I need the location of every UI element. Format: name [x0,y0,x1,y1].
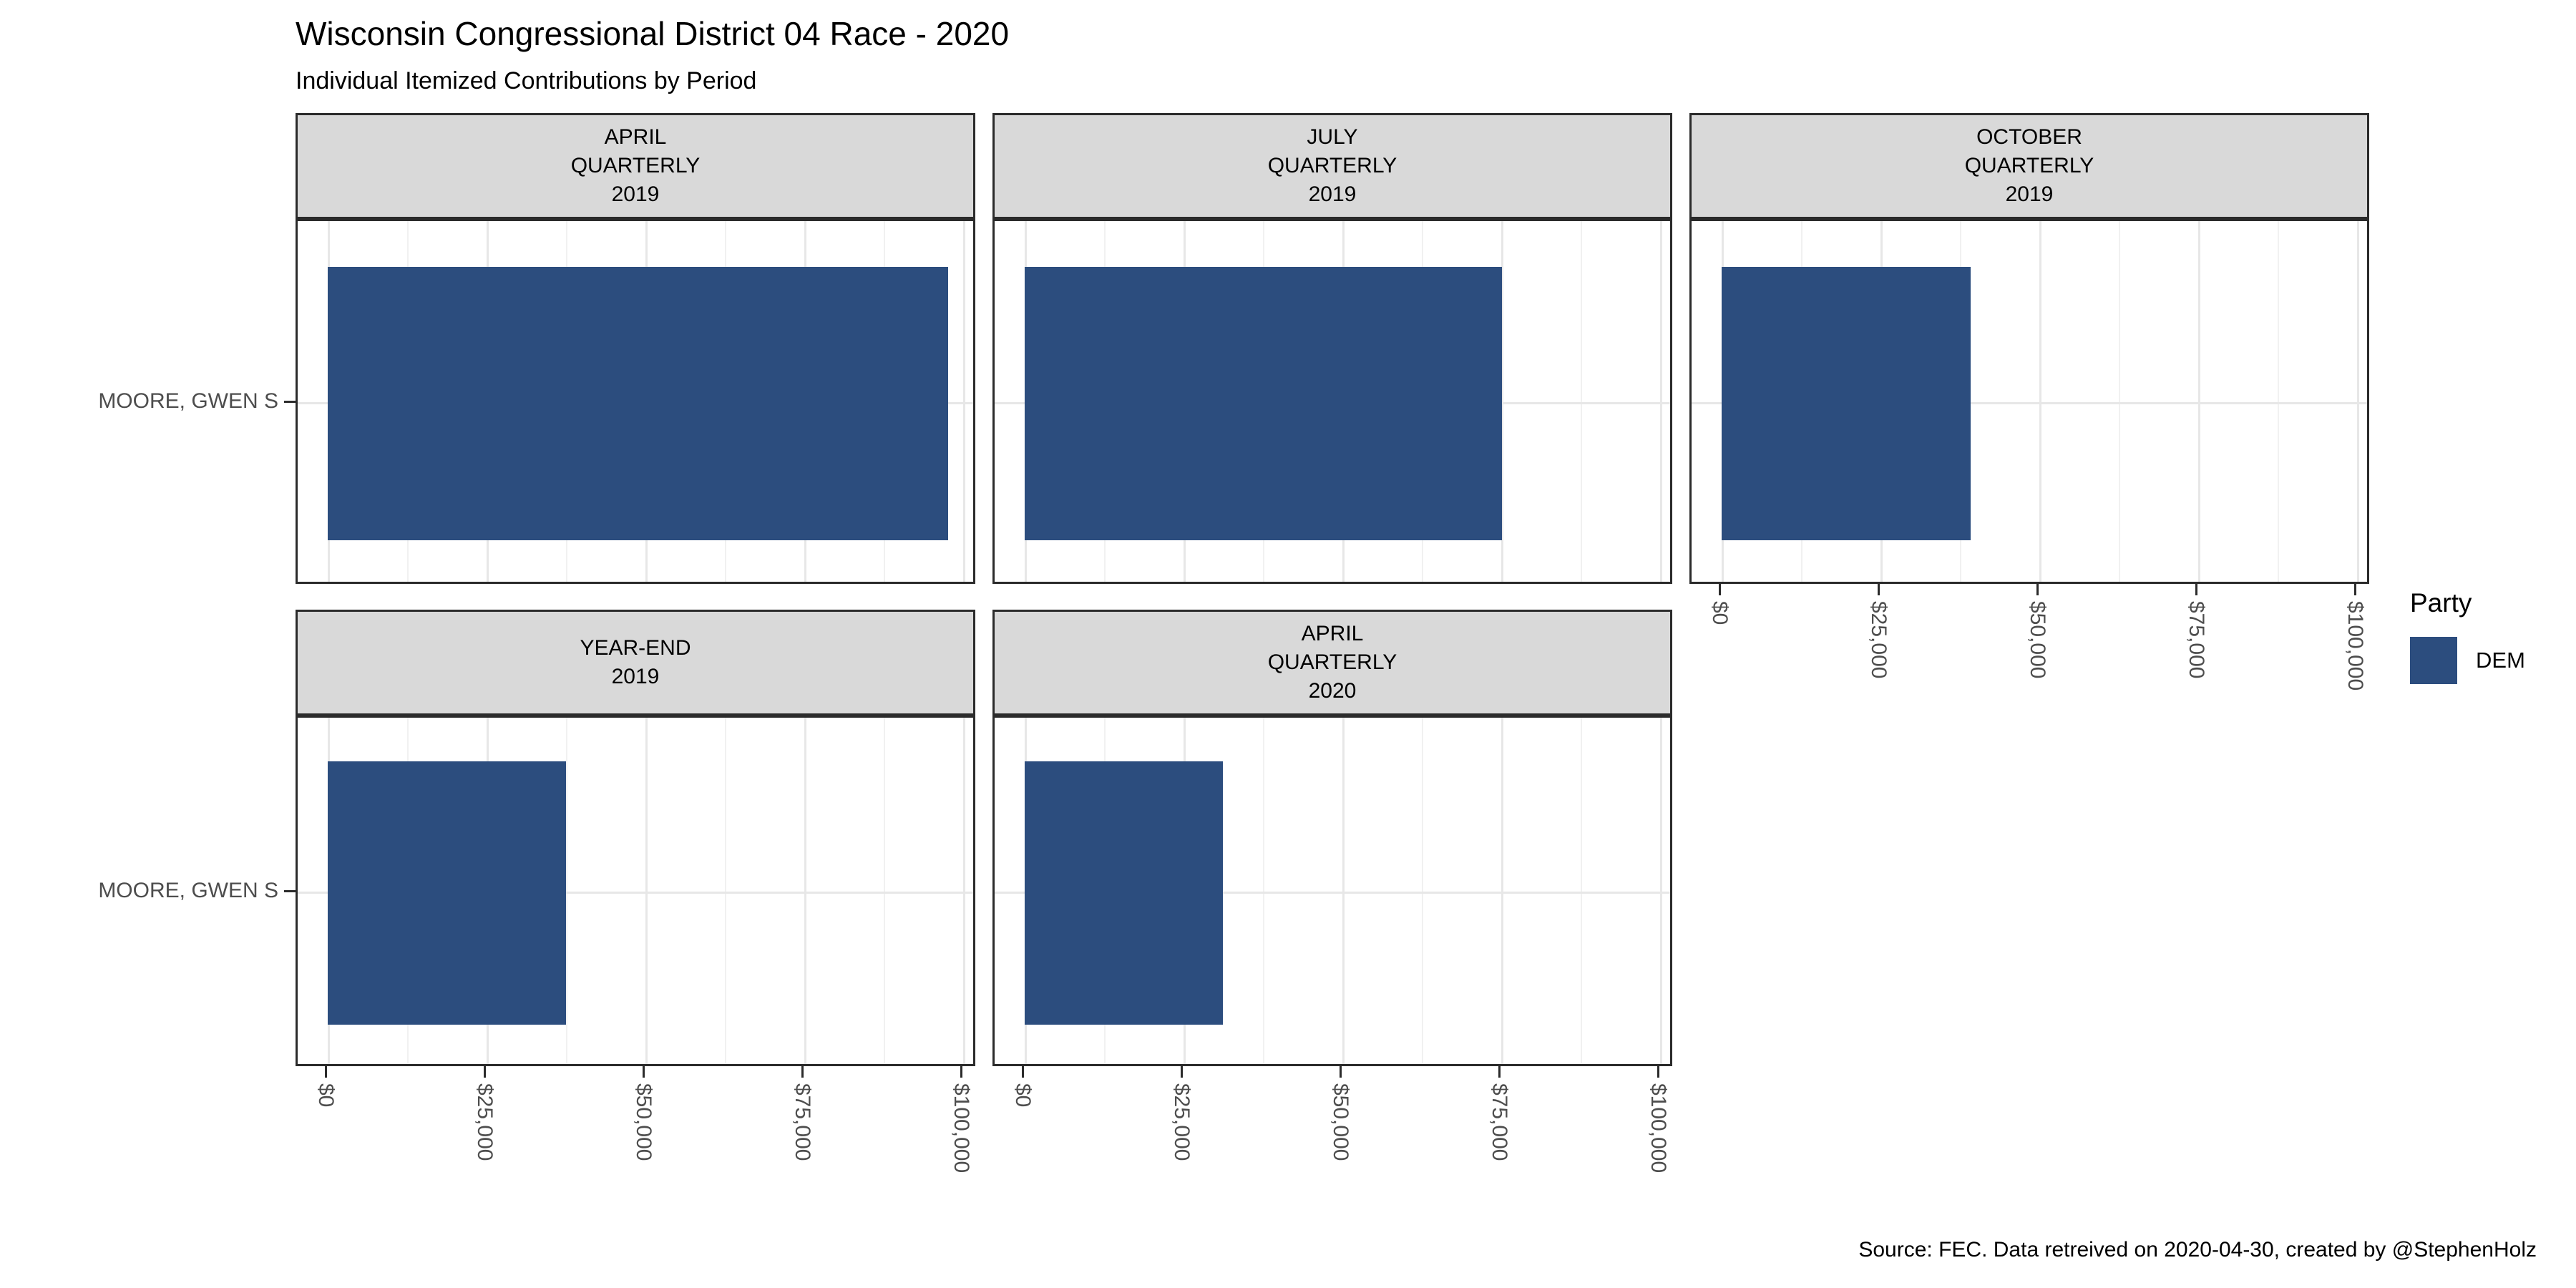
x-axis-tick-label: $100,000 [1646,1083,1670,1174]
x-axis-tick [484,1066,486,1078]
facet-strip-label-line: QUARTERLY [570,154,701,177]
gridline-minor [725,718,726,1064]
gridline-major [963,221,965,582]
gridline-major-horizontal [298,892,973,894]
gridline-major [2357,221,2359,582]
source-caption: Source: FEC. Data retreived on 2020-04-3… [1858,1238,2537,1262]
gridline-major [2198,221,2200,582]
facet-panel [992,219,1672,584]
x-axis-tick-label: $0 [1708,601,1732,625]
y-axis-candidate-label: MOORE, GWEN S [98,879,278,902]
chart-subtitle: Individual Itemized Contributions by Per… [296,67,757,94]
gridline-major [1342,718,1345,1064]
facet-strip: APRIL QUARTERLY 2020 [992,610,1672,716]
facet-panel [296,716,975,1066]
legend-swatch-dem [2410,637,2457,684]
chart-title: Wisconsin Congressional District 04 Race… [296,15,1010,52]
facet-strip: OCTOBER QUARTERLY 2019 [1689,113,2369,219]
x-axis-tick-label: $25,000 [1170,1083,1194,1161]
gridline-major [2039,221,2041,582]
facet-strip-label-line: 2019 [611,665,660,688]
gridline-minor [566,718,567,1064]
x-axis-tick [1181,1066,1183,1078]
facet-strip-label-line: 2019 [611,182,660,206]
legend: Party DEM [2410,588,2525,684]
x-axis-tick-label: $75,000 [1488,1083,1511,1161]
x-axis-tick [1498,1066,1501,1078]
x-axis-tick [801,1066,804,1078]
x-axis-tick-label: $50,000 [632,1083,655,1161]
x-axis-tick [1719,584,1721,595]
gridline-minor [1422,718,1423,1064]
x-axis-tick [1022,1066,1024,1078]
x-axis-tick-label: $25,000 [1867,601,1890,679]
facet-strip-label-line: QUARTERLY [1964,154,2094,177]
x-axis-tick [2036,584,2039,595]
gridline-minor [1581,718,1582,1064]
x-axis-tick [643,1066,645,1078]
facet-strip: YEAR-END 2019 [296,610,975,716]
x-axis-tick-label: $25,000 [473,1083,497,1161]
facet-strip-label-line: OCTOBER [1976,125,2082,149]
facet-panel [992,716,1672,1066]
facet-strip-label-line: JULY [1307,125,1358,149]
x-axis-tick-label: $100,000 [2343,601,2367,691]
facet-strip: JULY QUARTERLY 2019 [992,113,1672,219]
contribution-bar [1722,266,1971,541]
facet-strip-label-line: 2020 [1308,679,1357,703]
gridline-major [963,718,965,1064]
x-axis-tick-label: $0 [314,1083,338,1108]
gridline-major [1660,718,1662,1064]
gridline-minor [2119,221,2120,582]
facet-strip-label-line: QUARTERLY [1267,154,1397,177]
contribution-bar [1025,761,1224,1025]
x-axis-tick [1878,584,1880,595]
y-axis-tick [284,890,296,892]
contribution-bar [1025,266,1502,541]
x-axis-tick [960,1066,962,1078]
x-axis-tick-label: $50,000 [1329,1083,1352,1161]
facet-panel [296,219,975,584]
x-axis-tick-label: $75,000 [2185,601,2208,679]
x-axis-tick [2354,584,2356,595]
gridline-major-horizontal [1692,402,2367,404]
facet-strip-label-line: APRIL [604,125,667,149]
legend-title: Party [2410,588,2472,618]
x-axis-tick [1340,1066,1342,1078]
y-axis-candidate-label: MOORE, GWEN S [98,389,278,413]
x-axis-tick-label: $75,000 [791,1083,814,1161]
x-axis-tick-label: $100,000 [950,1083,973,1174]
contribution-bar [328,761,566,1025]
legend-entry: DEM [2410,637,2525,684]
facet-strip-label-line: 2019 [1308,182,1357,206]
gridline-major [1501,221,1503,582]
gridline-minor [1581,221,1582,582]
legend-label: DEM [2476,648,2525,673]
gridline-major [1501,718,1503,1064]
gridline-major [1660,221,1662,582]
facet-strip-label-line: YEAR-END [580,636,691,660]
facet-strip: APRIL QUARTERLY 2019 [296,113,975,219]
facet-strip-label-line: QUARTERLY [1267,650,1397,674]
x-axis-tick-label: $50,000 [2026,601,2049,679]
facet-panel [1689,219,2369,584]
gridline-major [645,718,648,1064]
gridline-minor [1263,718,1264,1064]
gridline-minor [884,718,885,1064]
facet-strip-label-line: 2019 [2005,182,2054,206]
x-axis-tick [2195,584,2197,595]
x-axis-tick [1657,1066,1659,1078]
gridline-minor [2278,221,2279,582]
gridline-major [804,718,806,1064]
gridline-major-horizontal [995,892,1670,894]
x-axis-tick-label: $0 [1011,1083,1035,1108]
y-axis-tick [284,401,296,403]
facet-strip-label-line: APRIL [1301,622,1364,645]
x-axis-tick [325,1066,327,1078]
contribution-bar [328,266,948,541]
